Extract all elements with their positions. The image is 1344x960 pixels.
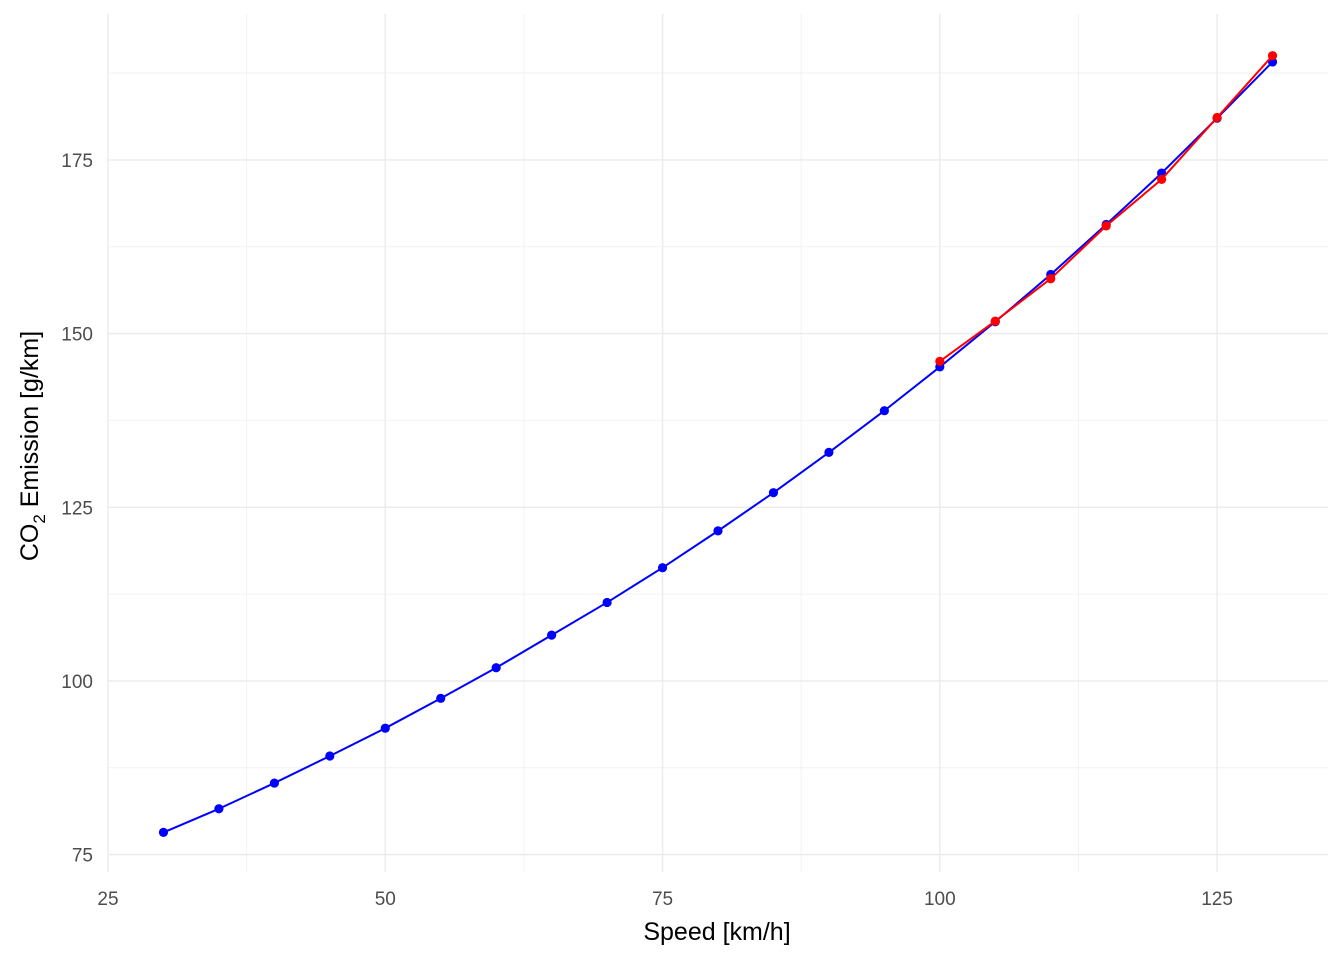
- y-axis-title-subscript: 2: [30, 514, 49, 523]
- x-axis-ticks: 25 50 75 100 125: [97, 889, 1233, 910]
- series-1-point: [768, 488, 779, 498]
- series-1: [158, 57, 1278, 838]
- series-1-point: [602, 597, 612, 608]
- series-1-point: [657, 563, 668, 573]
- series-1-point: [380, 723, 390, 733]
- series-2-point: [1212, 112, 1222, 123]
- y-axis-title-prefix: CO: [16, 524, 44, 562]
- series-1-point: [824, 447, 834, 457]
- series-1-point: [325, 751, 335, 761]
- series-layer: [158, 51, 1278, 838]
- x-tick-label: 125: [1201, 889, 1233, 910]
- series-1-line: [163, 61, 1274, 834]
- y-tick-label: 75: [72, 846, 93, 867]
- minor-gridlines: [108, 14, 1328, 872]
- series-2-point: [1157, 174, 1167, 184]
- series-2-point: [1101, 221, 1111, 231]
- x-tick-label: 100: [924, 889, 956, 910]
- y-axis-ticks: 75 100 125 150 175: [61, 151, 93, 867]
- x-tick-label: 25: [97, 889, 118, 910]
- y-tick-label: 125: [61, 498, 93, 519]
- y-axis-title: CO2 Emission [g/km]: [16, 331, 49, 561]
- series-2-point: [935, 356, 945, 366]
- x-axis-title: Speed [km/h]: [643, 918, 790, 946]
- series-1-point: [713, 526, 723, 536]
- series-1-point: [491, 663, 501, 673]
- series-2-point: [1046, 274, 1056, 284]
- y-tick-label: 100: [61, 672, 93, 693]
- x-tick-label: 50: [375, 889, 396, 910]
- series-2-point: [990, 316, 1000, 326]
- series-1-point: [879, 406, 889, 416]
- series-1-point: [547, 630, 557, 640]
- y-tick-label: 175: [61, 151, 93, 172]
- series-1-point: [214, 804, 224, 814]
- series-2-line: [939, 55, 1274, 363]
- series-1-point: [269, 778, 279, 788]
- series-1-point: [158, 827, 169, 838]
- series-2-point: [1267, 51, 1278, 61]
- x-tick-label: 75: [652, 889, 673, 910]
- series-2: [935, 51, 1278, 366]
- series-1-point: [436, 693, 446, 703]
- major-gridlines: [107, 14, 1328, 872]
- y-tick-label: 150: [61, 325, 93, 346]
- y-axis-title-suffix: Emission [g/km]: [16, 331, 44, 514]
